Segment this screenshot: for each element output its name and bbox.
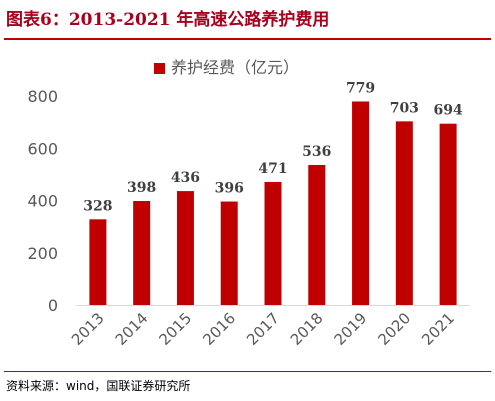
bar xyxy=(89,219,107,305)
bar-chart: 0 200 400 600 800 328 2013 398 2014 436 2015 396 201… xyxy=(27,80,470,349)
data-label: 398 xyxy=(127,180,156,196)
data-label: 703 xyxy=(390,100,419,116)
x-tick-label: 2018 xyxy=(287,309,327,349)
x-tick-label: 2020 xyxy=(374,309,414,349)
x-tick-label: 2021 xyxy=(418,309,458,349)
data-label: 694 xyxy=(433,103,462,119)
bar xyxy=(264,181,282,305)
legend-label: 养护经费（亿元） xyxy=(171,58,300,77)
x-tick-label: 2019 xyxy=(331,309,371,349)
source-note: 资料来源：wind，国联证券研究所 xyxy=(6,379,191,393)
data-label: 396 xyxy=(215,181,244,197)
chart-legend: 养护经费（亿元） xyxy=(154,57,299,79)
x-tick-label: 2014 xyxy=(112,309,152,349)
bar xyxy=(176,191,194,305)
source-divider xyxy=(4,371,491,372)
data-label: 536 xyxy=(302,144,331,160)
legend-swatch xyxy=(154,63,165,74)
bar xyxy=(395,121,413,305)
bar xyxy=(133,201,151,305)
bar xyxy=(308,164,326,305)
y-tick-label: 400 xyxy=(27,192,58,211)
y-tick-label: 200 xyxy=(27,244,58,263)
bar xyxy=(439,123,457,305)
x-tick-label: 2015 xyxy=(156,309,196,349)
x-tick-label: 2013 xyxy=(68,309,108,349)
y-tick-label: 800 xyxy=(27,87,58,106)
chart-title: 图表6：2013-2021 年高速公路养护费用 xyxy=(6,10,330,30)
x-tick-label: 2017 xyxy=(243,309,283,349)
data-label: 328 xyxy=(83,198,112,214)
x-tick-label: 2016 xyxy=(199,309,239,349)
bar xyxy=(352,101,370,305)
y-tick-label: 0 xyxy=(48,296,58,315)
data-label: 779 xyxy=(346,80,375,96)
data-label: 436 xyxy=(171,170,200,186)
data-label: 471 xyxy=(258,161,287,177)
title-divider xyxy=(4,38,491,40)
bar xyxy=(220,201,238,305)
y-tick-label: 600 xyxy=(27,139,58,158)
